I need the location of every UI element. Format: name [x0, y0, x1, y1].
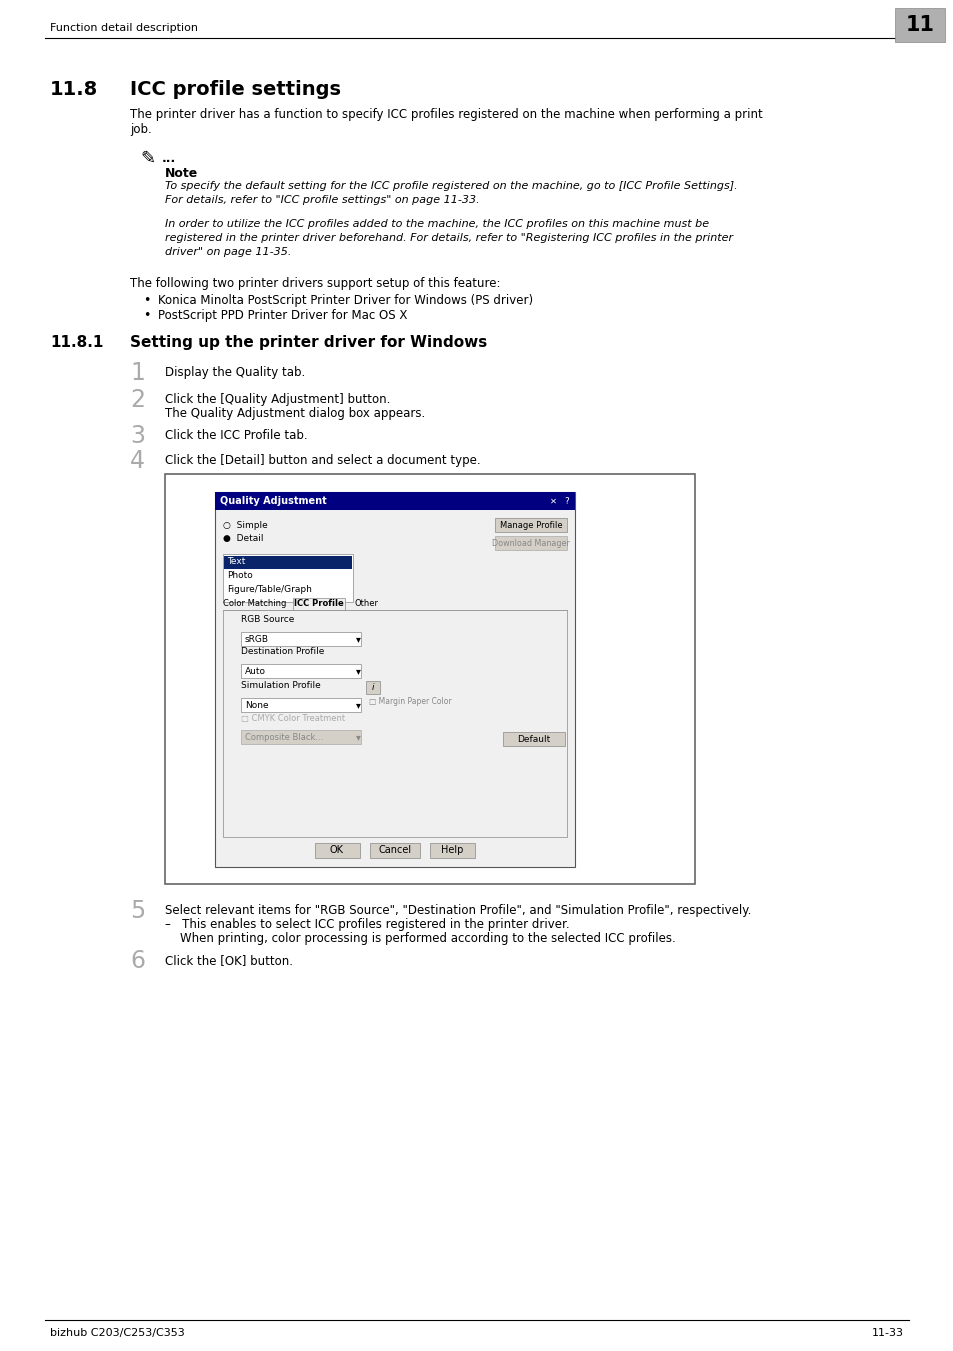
Text: ▾: ▾ — [355, 732, 360, 742]
FancyBboxPatch shape — [241, 698, 360, 712]
Text: 6: 6 — [130, 948, 145, 973]
Text: Cancel: Cancel — [378, 844, 411, 855]
Text: ?: ? — [564, 497, 569, 505]
Text: 1: 1 — [130, 361, 145, 385]
Text: The following two printer drivers support setup of this feature:: The following two printer drivers suppor… — [130, 277, 500, 290]
Text: ▾: ▾ — [355, 634, 360, 644]
FancyBboxPatch shape — [224, 557, 352, 569]
FancyBboxPatch shape — [241, 663, 360, 678]
Text: Text: Text — [227, 558, 245, 566]
Text: ✕: ✕ — [549, 497, 556, 505]
Text: ...: ... — [162, 153, 176, 165]
FancyBboxPatch shape — [293, 598, 345, 611]
FancyBboxPatch shape — [495, 536, 566, 550]
Text: Konica Minolta PostScript Printer Driver for Windows (PS driver): Konica Minolta PostScript Printer Driver… — [158, 295, 533, 307]
FancyBboxPatch shape — [241, 730, 360, 744]
FancyBboxPatch shape — [502, 732, 564, 746]
Text: 3: 3 — [130, 424, 145, 449]
Text: ●  Detail: ● Detail — [223, 534, 263, 543]
Text: Click the [OK] button.: Click the [OK] button. — [165, 954, 293, 967]
Text: registered in the printer driver beforehand. For details, refer to "Registering : registered in the printer driver beforeh… — [165, 232, 732, 243]
FancyBboxPatch shape — [495, 517, 566, 532]
Text: Click the ICC Profile tab.: Click the ICC Profile tab. — [165, 430, 307, 442]
Text: Default: Default — [517, 735, 550, 743]
Text: 11: 11 — [904, 15, 934, 35]
Text: ○  Simple: ○ Simple — [223, 521, 268, 531]
Text: Photo: Photo — [227, 571, 253, 581]
Text: RGB Source: RGB Source — [241, 616, 294, 624]
FancyBboxPatch shape — [165, 474, 695, 884]
Text: Click the [Detail] button and select a document type.: Click the [Detail] button and select a d… — [165, 454, 480, 467]
Text: When printing, color processing is performed according to the selected ICC profi: When printing, color processing is perfo… — [165, 932, 675, 944]
Text: Select relevant items for "RGB Source", "Destination Profile", and "Simulation P: Select relevant items for "RGB Source", … — [165, 904, 751, 917]
Text: OK: OK — [330, 844, 344, 855]
Text: ICC profile settings: ICC profile settings — [130, 80, 340, 99]
FancyBboxPatch shape — [314, 843, 359, 858]
FancyBboxPatch shape — [894, 8, 944, 42]
Text: 4: 4 — [130, 449, 145, 473]
FancyBboxPatch shape — [214, 492, 575, 509]
FancyBboxPatch shape — [366, 681, 379, 694]
Text: Setting up the printer driver for Windows: Setting up the printer driver for Window… — [130, 335, 487, 350]
Text: None: None — [245, 701, 269, 709]
FancyBboxPatch shape — [214, 492, 575, 867]
Text: 5: 5 — [130, 898, 145, 923]
Text: □ Margin Paper Color: □ Margin Paper Color — [369, 697, 451, 707]
Text: •: • — [143, 309, 151, 322]
Text: driver" on page 11-35.: driver" on page 11-35. — [165, 247, 291, 257]
Text: Figure/Table/Graph: Figure/Table/Graph — [227, 585, 312, 594]
Text: 2: 2 — [130, 388, 145, 412]
Text: ▾: ▾ — [355, 666, 360, 676]
FancyBboxPatch shape — [430, 843, 475, 858]
FancyBboxPatch shape — [223, 554, 353, 603]
Text: Other: Other — [355, 600, 378, 608]
Text: job.: job. — [130, 123, 152, 136]
Text: bizhub C203/C253/C353: bizhub C203/C253/C353 — [50, 1328, 185, 1337]
Text: Composite Black...: Composite Black... — [245, 732, 323, 742]
Text: □ CMYK Color Treatment: □ CMYK Color Treatment — [241, 713, 345, 723]
Text: The Quality Adjustment dialog box appears.: The Quality Adjustment dialog box appear… — [165, 407, 425, 420]
Text: Download Manager: Download Manager — [492, 539, 569, 547]
Text: Click the [Quality Adjustment] button.: Click the [Quality Adjustment] button. — [165, 393, 390, 407]
Text: Simulation Profile: Simulation Profile — [241, 681, 320, 690]
FancyBboxPatch shape — [223, 611, 566, 838]
Text: In order to utilize the ICC profiles added to the machine, the ICC profiles on t: In order to utilize the ICC profiles add… — [165, 219, 708, 230]
Text: PostScript PPD Printer Driver for Mac OS X: PostScript PPD Printer Driver for Mac OS… — [158, 309, 407, 322]
Text: 11.8: 11.8 — [50, 80, 98, 99]
Text: ICC Profile: ICC Profile — [294, 600, 343, 608]
FancyBboxPatch shape — [370, 843, 419, 858]
Text: –   This enables to select ICC profiles registered in the printer driver.: – This enables to select ICC profiles re… — [165, 917, 569, 931]
Text: 11.8.1: 11.8.1 — [50, 335, 103, 350]
Text: sRGB: sRGB — [245, 635, 269, 643]
Text: Display the Quality tab.: Display the Quality tab. — [165, 366, 305, 380]
Text: Auto: Auto — [245, 666, 266, 676]
Text: Quality Adjustment: Quality Adjustment — [220, 496, 327, 507]
Text: i: i — [372, 682, 374, 692]
Text: 11-33: 11-33 — [871, 1328, 903, 1337]
Text: For details, refer to "ICC profile settings" on page 11-33.: For details, refer to "ICC profile setti… — [165, 195, 479, 205]
Text: Note: Note — [165, 168, 198, 180]
Text: Manage Profile: Manage Profile — [499, 520, 561, 530]
Text: ▾: ▾ — [355, 700, 360, 711]
Text: To specify the default setting for the ICC profile registered on the machine, go: To specify the default setting for the I… — [165, 181, 737, 190]
Text: Destination Profile: Destination Profile — [241, 647, 324, 657]
Text: Function detail description: Function detail description — [50, 23, 198, 32]
Text: ✎: ✎ — [140, 150, 155, 168]
FancyBboxPatch shape — [241, 632, 360, 646]
Text: The printer driver has a function to specify ICC profiles registered on the mach: The printer driver has a function to spe… — [130, 108, 762, 122]
Text: Color Matching: Color Matching — [223, 600, 286, 608]
Text: Help: Help — [440, 844, 463, 855]
Text: •: • — [143, 295, 151, 307]
